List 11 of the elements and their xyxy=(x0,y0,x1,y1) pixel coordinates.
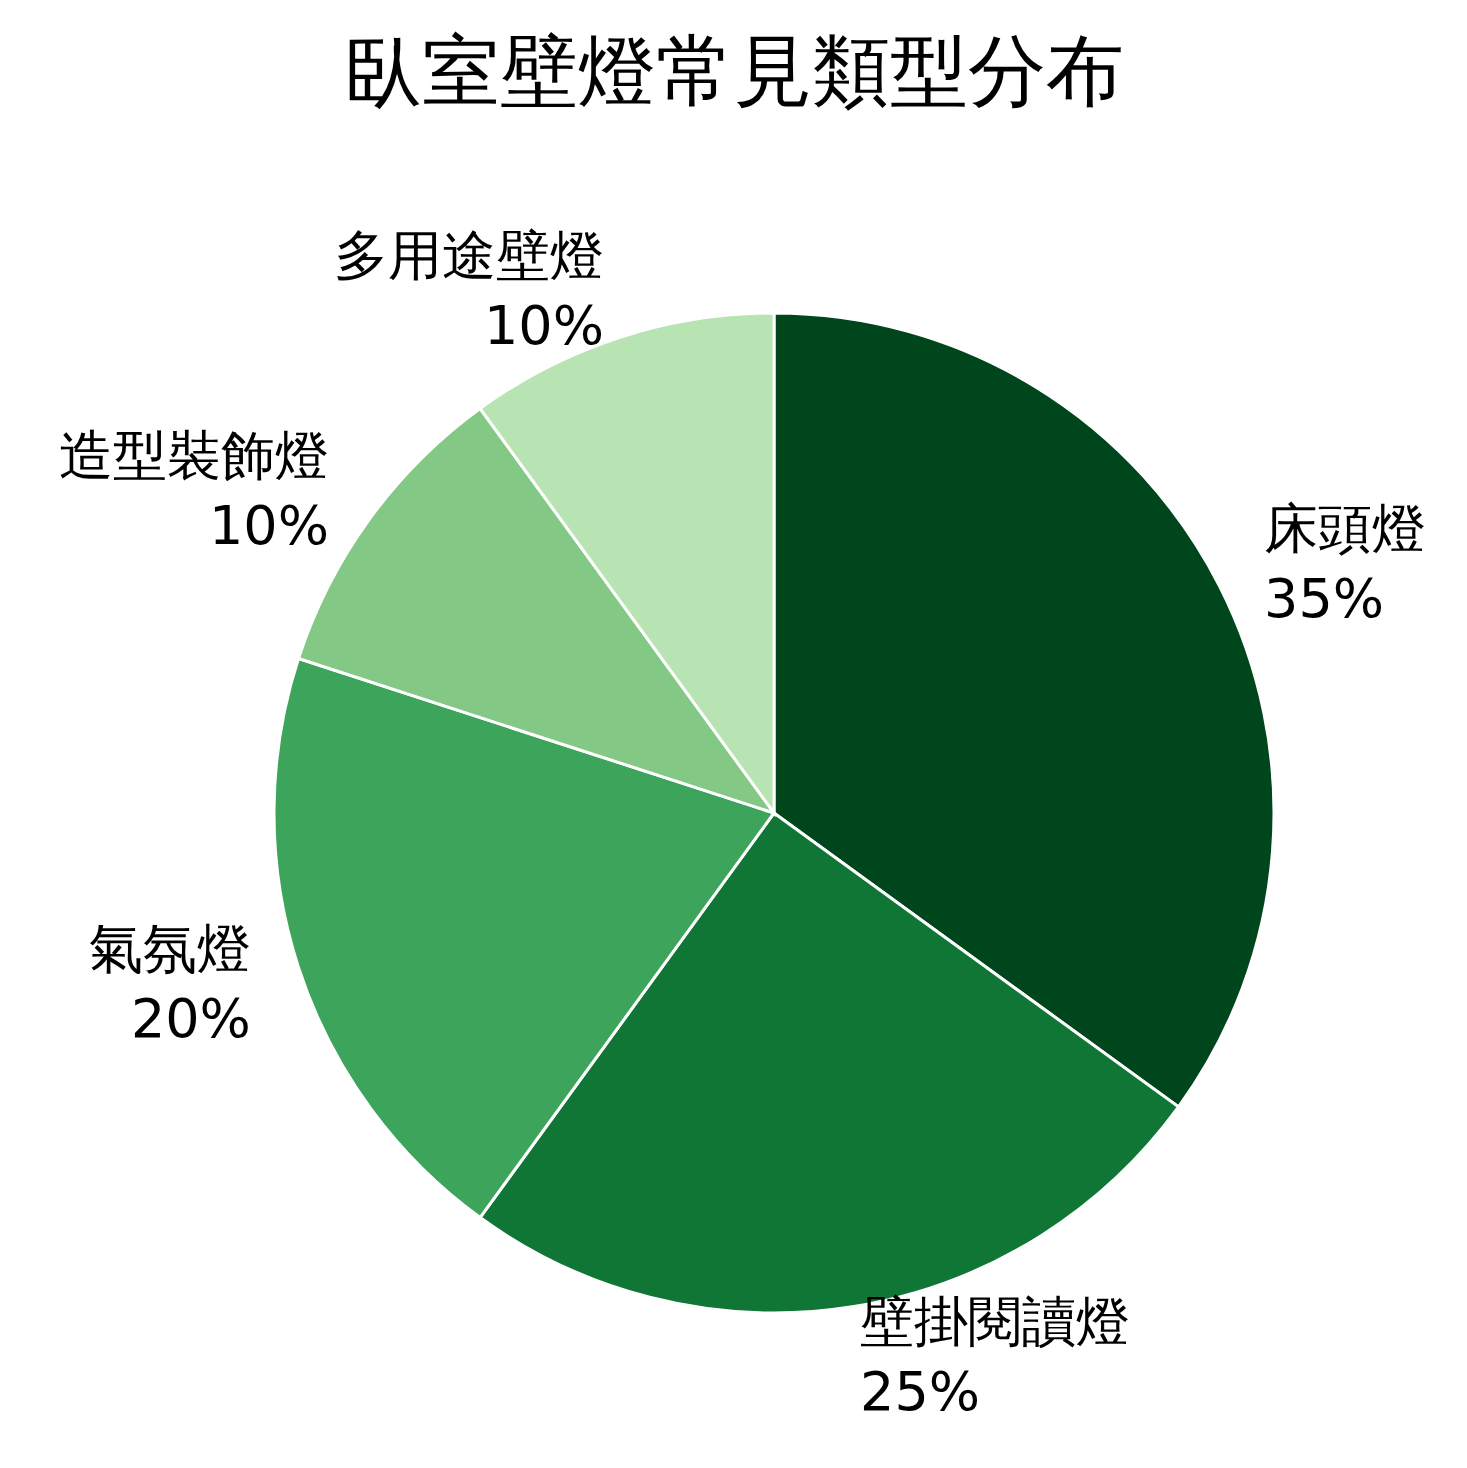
slice-label: 床頭燈 xyxy=(1264,496,1427,560)
slice-label: 造型裝飾燈 xyxy=(59,423,330,487)
chart-title: 臥室壁燈常見類型分布 xyxy=(342,26,1125,116)
data-label: 20% xyxy=(130,986,251,1050)
data-label: 10% xyxy=(484,293,605,357)
slice-label: 多用途壁燈 xyxy=(334,223,605,287)
data-label: 25% xyxy=(860,1359,981,1423)
slice-label: 氣氛燈 xyxy=(88,916,251,980)
data-label: 35% xyxy=(1264,566,1385,630)
slice-label: 壁掛閱讀燈 xyxy=(860,1289,1131,1353)
data-label: 10% xyxy=(209,493,330,557)
